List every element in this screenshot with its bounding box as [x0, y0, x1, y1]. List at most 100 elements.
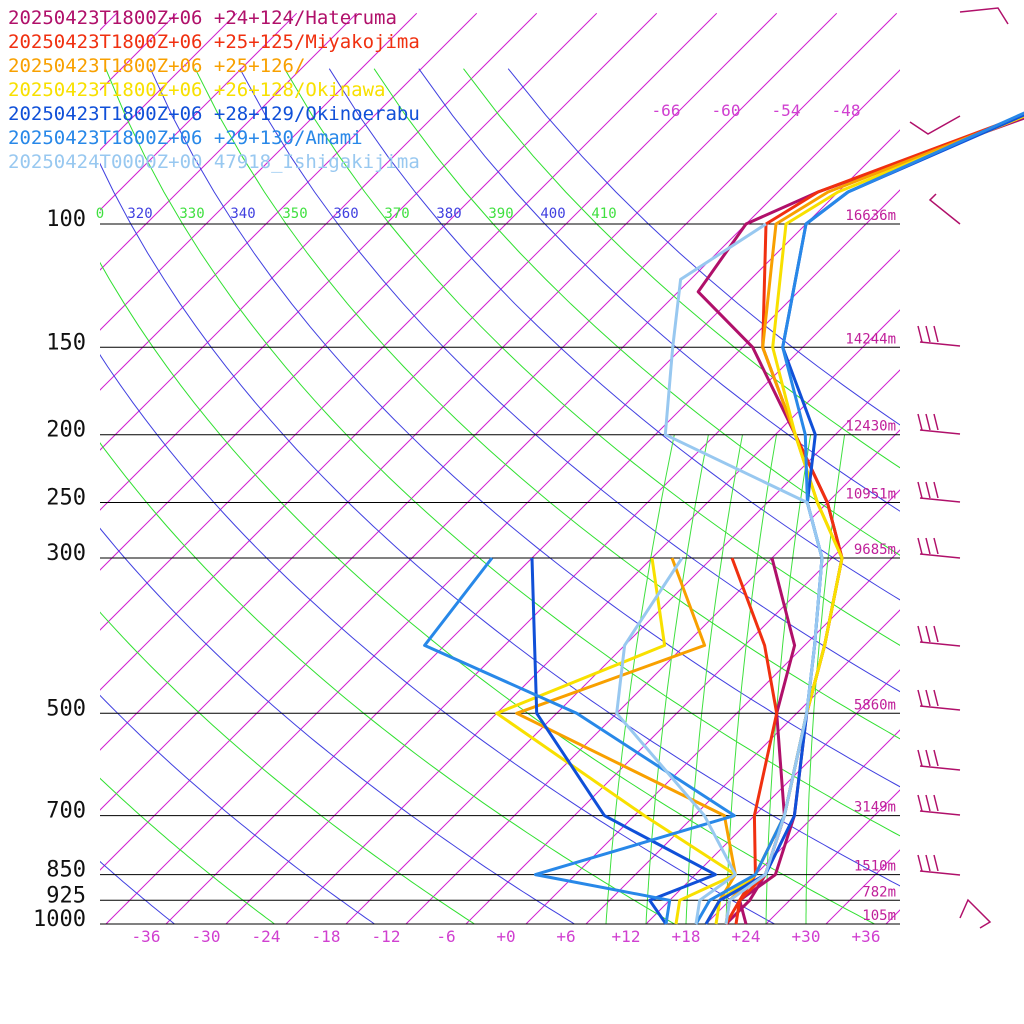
- moist-adiabat: [685, 434, 743, 924]
- pressure-label: 250: [46, 486, 86, 511]
- isotherm-line: [100, 12, 898, 811]
- moist-adiabat: [645, 434, 709, 924]
- legend-entry: 20250423T1800Z+06 +29+130/Amami: [8, 127, 363, 149]
- isotherm-line: [765, 789, 900, 924]
- pressure-label: 100: [46, 207, 86, 232]
- isotherm-line: [0, 13, 57, 924]
- pressure-label: 700: [46, 799, 86, 824]
- series-6: [615, 222, 824, 925]
- dry-adiabat: [284, 68, 900, 646]
- pressure-label: 850: [46, 858, 86, 883]
- isotherm-line: [100, 12, 538, 451]
- dry-adiabat: [100, 442, 676, 924]
- height-label: 10951m: [845, 487, 896, 503]
- wind-barb-flag: [933, 413, 939, 431]
- x-tick-label: -24: [252, 927, 281, 946]
- legend-entry: 20250423T1800Z+06 +28+129/Okinoerabu: [8, 103, 420, 125]
- series-dew-line: [423, 557, 736, 925]
- isotherm-line: [405, 429, 900, 924]
- x-tick-label: +24: [732, 927, 761, 946]
- theta-label: 400: [540, 206, 565, 222]
- wind-barb: [959, 7, 1009, 25]
- isotherm-line: [465, 489, 900, 924]
- wind-barb: [919, 705, 961, 711]
- isotherm-line: [100, 12, 598, 511]
- theta-label: 410: [591, 206, 616, 222]
- isotherm-line: [946, 13, 1024, 924]
- theta-label: 380: [436, 206, 461, 222]
- series-dew-line: [495, 557, 737, 925]
- isotherm-line: [100, 12, 778, 691]
- isotherm-line: [100, 12, 838, 751]
- dry-adiabat: [100, 162, 900, 887]
- isotherm-top-label: -48: [832, 101, 861, 120]
- wind-barb: [959, 898, 992, 929]
- dry-adiabat: [418, 68, 900, 512]
- height-label: 5860m: [854, 697, 896, 713]
- series-temp-line: [663, 222, 824, 925]
- series-temp-line: [694, 111, 1024, 925]
- sounding-profiles: [423, 111, 1024, 926]
- wind-barb-flag: [933, 854, 939, 872]
- wind-barb: [919, 765, 961, 771]
- legend-entry: 20250424T0000Z+00 47918_Ishigakijima: [8, 151, 420, 173]
- wind-barbs: [909, 7, 1009, 929]
- legend: 20250423T1800Z+06 +24+124/Hateruma 202504…: [8, 7, 420, 173]
- pressure-label: 150: [46, 330, 86, 355]
- dry-adiabat: [100, 527, 576, 924]
- wind-barb: [919, 497, 961, 503]
- series-temp-line: [704, 113, 1024, 925]
- series-dew-line: [615, 557, 737, 925]
- wind-barb-flag: [917, 325, 923, 343]
- wind-barb-flag: [917, 481, 923, 499]
- height-label: 1510m: [854, 859, 896, 875]
- pressure-label: 500: [46, 696, 86, 721]
- moist-adiabat: [725, 434, 777, 924]
- isotherm-line: [100, 12, 298, 211]
- theta-label: 330: [179, 206, 204, 222]
- isotherm-line: [165, 189, 900, 924]
- wind-barb: [919, 870, 961, 876]
- x-tick-label: +0: [496, 927, 515, 946]
- isotherm-line: [100, 12, 358, 271]
- isotherm-line: [100, 12, 418, 331]
- pressure-lines: 100 16636m 150 14244m 200 12430m 250 10951m 300 9…: [33, 207, 900, 932]
- isotherm-line: [345, 369, 900, 924]
- moist-adiabat: [605, 434, 675, 924]
- isotherm-line: [645, 669, 900, 924]
- dry-adiabat: [105, 68, 900, 837]
- wind-barb-flag: [925, 537, 931, 555]
- height-label: 9685m: [854, 542, 896, 558]
- wind-barb-flag: [925, 689, 931, 707]
- wind-barb-flag: [925, 325, 931, 343]
- x-tick-label: +12: [612, 927, 641, 946]
- series-temp-line: [714, 114, 1024, 925]
- legend-entry: 20250423T1800Z+06 +24+124/Hateruma: [8, 7, 397, 29]
- dry-adiabat: [328, 68, 900, 601]
- wind-barb-flag: [925, 413, 931, 431]
- wind-barb: [919, 810, 961, 816]
- height-label: 782m: [862, 884, 896, 900]
- mixing-labels: -66 -60 -54 -48: [652, 101, 861, 120]
- dry-adiabat: [239, 68, 900, 693]
- wind-barb-flag: [917, 413, 923, 431]
- x-tick-label: +30: [792, 927, 821, 946]
- wind-barb-flag: [917, 854, 923, 872]
- height-label: 14244m: [845, 331, 896, 347]
- height-label: 12430m: [845, 419, 896, 435]
- wind-barb-flag: [925, 749, 931, 767]
- wind-barb-flag: [917, 794, 923, 812]
- isotherm-line: [105, 129, 900, 924]
- isotherm-line: [1006, 13, 1024, 924]
- isotherm-top-label: -60: [712, 101, 741, 120]
- theta-label: 340: [230, 206, 255, 222]
- theta-label: 320: [127, 206, 152, 222]
- dry-adiabat: [463, 68, 900, 469]
- moist-adiabat: [805, 434, 846, 924]
- wind-barb: [919, 553, 961, 559]
- dry-adiabat: [194, 68, 900, 740]
- pressure-label: 200: [46, 418, 86, 443]
- wind-barb-flag: [917, 625, 923, 643]
- series-dew-line: [530, 557, 717, 925]
- pressure-label: 925: [46, 883, 86, 908]
